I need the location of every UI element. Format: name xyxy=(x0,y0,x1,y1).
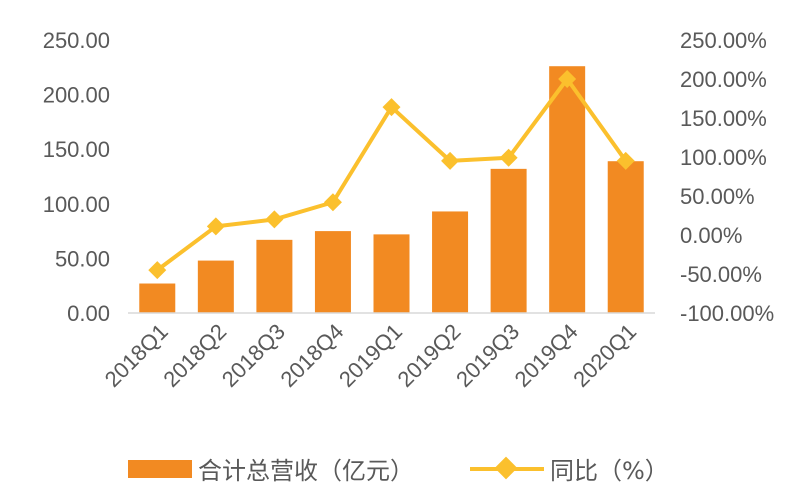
legend-item-revenue: 合计总营收（亿元） xyxy=(128,451,414,486)
legend-label-revenue: 合计总营收（亿元） xyxy=(198,457,414,485)
y-left-tick-label: 50.00 xyxy=(55,246,110,271)
y-right-tick-label: 250.00% xyxy=(680,28,767,53)
yoy-point xyxy=(206,217,225,236)
y-right-tick-label: 150.00% xyxy=(680,106,767,131)
legend: 合计总营收（亿元） 同比（%） xyxy=(0,445,800,495)
yoy-point xyxy=(323,193,342,212)
bar xyxy=(607,161,644,313)
y-right-tick-label: 200.00% xyxy=(680,67,767,92)
bar xyxy=(314,231,351,313)
x-tick-label: 2019Q3 xyxy=(451,319,524,392)
bar xyxy=(139,283,176,313)
combo-chart: 0.00 50.00 100.00 150.00 200.00 250.00 -100.00… xyxy=(43,28,774,392)
bar xyxy=(373,234,410,313)
x-tick-label: 2019Q2 xyxy=(393,319,466,392)
bar xyxy=(432,211,469,313)
x-tick-label: 2019Q1 xyxy=(334,319,407,392)
bar xyxy=(549,66,586,313)
y-right-tick-label: 100.00% xyxy=(680,145,767,170)
yoy-point xyxy=(499,148,518,167)
y-left-tick-label: 200.00 xyxy=(43,83,110,108)
x-tick-label: 2018Q3 xyxy=(217,319,290,392)
x-tick-label: 2019Q4 xyxy=(510,319,583,392)
yoy-point xyxy=(148,261,167,280)
y-right-tick-label: 0.00% xyxy=(680,223,742,248)
bar xyxy=(197,260,234,313)
yoy-point xyxy=(382,98,401,117)
yoy-point xyxy=(441,151,460,170)
yoy-point xyxy=(616,151,635,170)
x-tick-label: 2020Q1 xyxy=(568,319,641,392)
bar xyxy=(490,168,527,313)
y-right-tick-label: -50.00% xyxy=(680,262,762,287)
legend-line-swatch xyxy=(470,456,544,482)
x-tick-label: 2018Q4 xyxy=(275,319,348,392)
y-right-tick-label: -100.00% xyxy=(680,301,774,326)
y-left-tick-label: 100.00 xyxy=(43,192,110,217)
x-tick-label: 2018Q2 xyxy=(158,319,231,392)
y-left-tick-label: 250.00 xyxy=(43,28,110,53)
bar xyxy=(256,239,293,313)
x-tick-label: 2018Q1 xyxy=(100,319,173,392)
y-right-tick-label: 50.00% xyxy=(680,184,755,209)
legend-label-yoy: 同比（%） xyxy=(550,457,669,485)
y-left-tick-label: 0.00 xyxy=(67,301,110,326)
yoy-point xyxy=(558,70,577,88)
y-left-tick-label: 150.00 xyxy=(43,137,110,162)
yoy-point xyxy=(265,210,284,229)
legend-bar-swatch xyxy=(128,459,192,478)
legend-item-yoy: 同比（%） xyxy=(470,451,669,486)
